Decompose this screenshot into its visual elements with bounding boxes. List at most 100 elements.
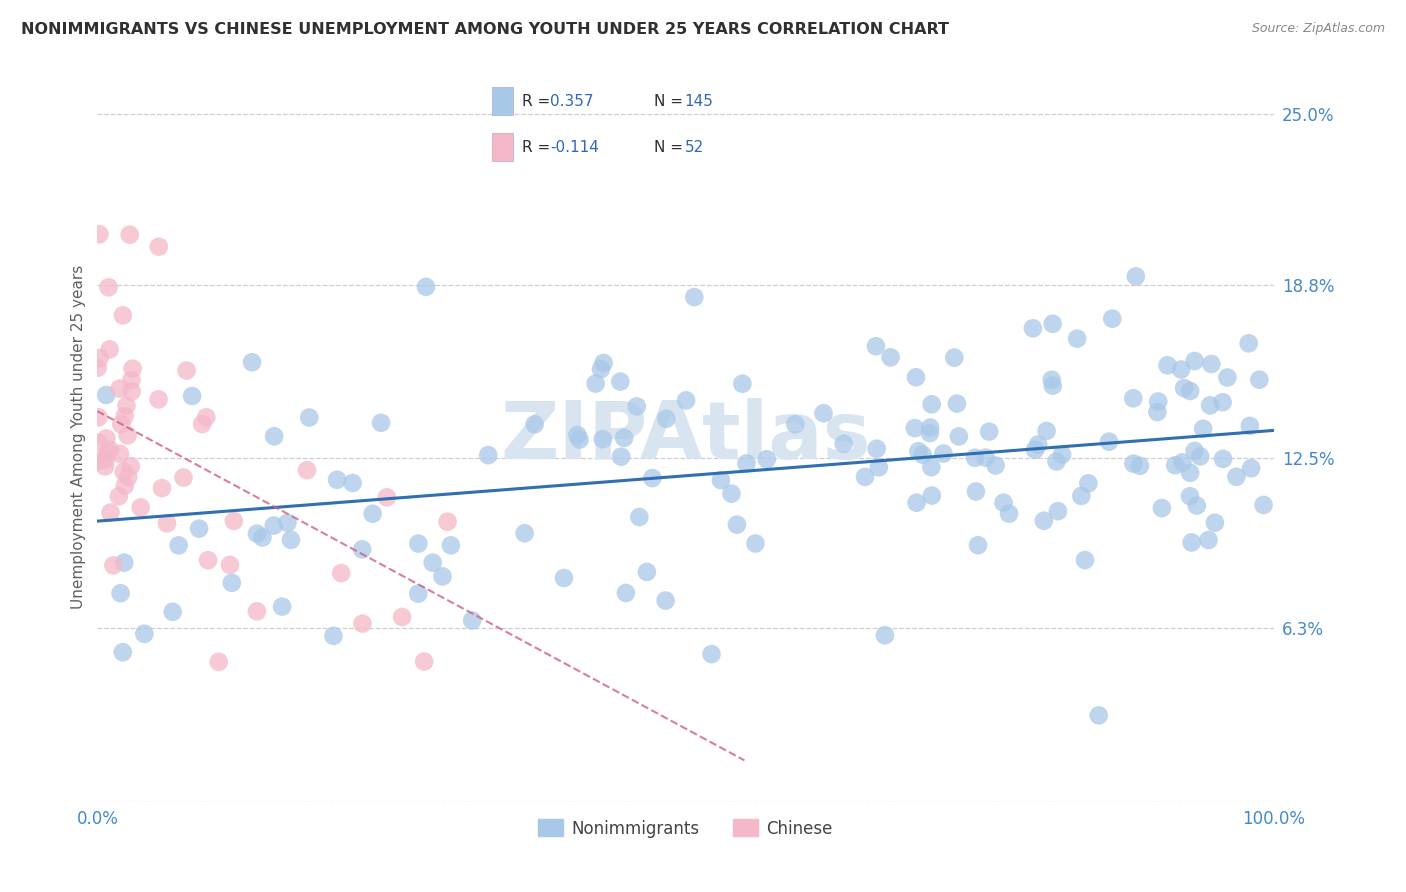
Point <box>118 227 141 242</box>
Point <box>86 455 108 469</box>
Text: NONIMMIGRANTS VS CHINESE UNEMPLOYMENT AMONG YOUTH UNDER 25 YEARS CORRELATION CHA: NONIMMIGRANTS VS CHINESE UNEMPLOYMENT AM… <box>21 22 949 37</box>
Point <box>150 481 173 495</box>
Point <box>636 565 658 579</box>
Point <box>110 586 132 600</box>
Point <box>1129 458 1152 473</box>
Point <box>1146 405 1168 419</box>
Point <box>129 500 152 515</box>
Point <box>94 388 117 402</box>
Point <box>700 647 723 661</box>
Point <box>98 343 121 357</box>
Point <box>103 558 125 573</box>
Point <box>436 515 458 529</box>
Point <box>1045 454 1067 468</box>
Point <box>609 375 631 389</box>
Point <box>948 429 970 443</box>
Point <box>1253 498 1275 512</box>
Point <box>735 457 758 471</box>
Point <box>271 599 294 614</box>
Point <box>1087 708 1109 723</box>
Point <box>1181 535 1204 549</box>
Point <box>865 339 887 353</box>
Point <box>1178 489 1201 503</box>
Point <box>641 471 664 485</box>
Point <box>965 484 987 499</box>
Point <box>755 452 778 467</box>
Point <box>932 447 955 461</box>
Point <box>280 533 302 547</box>
Point <box>920 460 942 475</box>
Point <box>111 645 134 659</box>
Point <box>1098 434 1121 449</box>
Point <box>322 629 344 643</box>
Point <box>112 465 135 479</box>
Point <box>785 417 807 432</box>
Point <box>108 447 131 461</box>
Point <box>111 309 134 323</box>
Point <box>613 431 636 445</box>
Point <box>993 496 1015 510</box>
Point <box>513 526 536 541</box>
Point <box>592 432 614 446</box>
Point <box>567 428 589 442</box>
Point <box>148 240 170 254</box>
Point <box>326 473 349 487</box>
Point <box>1125 269 1147 284</box>
Point <box>1042 317 1064 331</box>
Point <box>1147 394 1170 409</box>
Point <box>352 542 374 557</box>
Point <box>1237 336 1260 351</box>
Point <box>295 463 318 477</box>
Point <box>246 526 269 541</box>
Point <box>391 610 413 624</box>
Point <box>114 479 136 493</box>
Point <box>1216 370 1239 384</box>
Point <box>904 421 927 435</box>
Point <box>1074 553 1097 567</box>
Point <box>477 448 499 462</box>
Point <box>1164 458 1187 473</box>
Point <box>918 426 941 441</box>
Point <box>263 518 285 533</box>
Point <box>108 382 131 396</box>
Point <box>276 516 298 530</box>
Text: Source: ZipAtlas.com: Source: ZipAtlas.com <box>1251 22 1385 36</box>
Point <box>221 575 243 590</box>
Point <box>710 473 733 487</box>
Point <box>1032 514 1054 528</box>
Point <box>1150 501 1173 516</box>
Point <box>197 553 219 567</box>
Point <box>1199 398 1222 412</box>
Point <box>370 416 392 430</box>
Point <box>553 571 575 585</box>
Point <box>219 558 242 572</box>
Point <box>1184 354 1206 368</box>
Point <box>167 538 190 552</box>
Point <box>120 373 142 387</box>
Point <box>156 516 179 531</box>
Point <box>589 362 612 376</box>
Point <box>117 470 139 484</box>
Point <box>1101 311 1123 326</box>
Point <box>1077 476 1099 491</box>
Point <box>87 410 110 425</box>
Point <box>1178 466 1201 480</box>
Point <box>121 361 143 376</box>
Point <box>905 496 928 510</box>
Point <box>96 431 118 445</box>
Point <box>461 614 484 628</box>
Point <box>1066 332 1088 346</box>
Point <box>263 429 285 443</box>
Point <box>298 410 321 425</box>
Point <box>406 586 429 600</box>
Point <box>1212 395 1234 409</box>
Point <box>114 409 136 424</box>
Point <box>162 605 184 619</box>
Point <box>1204 516 1226 530</box>
Point <box>610 450 633 464</box>
Point <box>415 280 437 294</box>
Point <box>1192 422 1215 436</box>
Point <box>1046 504 1069 518</box>
Point <box>94 459 117 474</box>
Point <box>1189 450 1212 464</box>
